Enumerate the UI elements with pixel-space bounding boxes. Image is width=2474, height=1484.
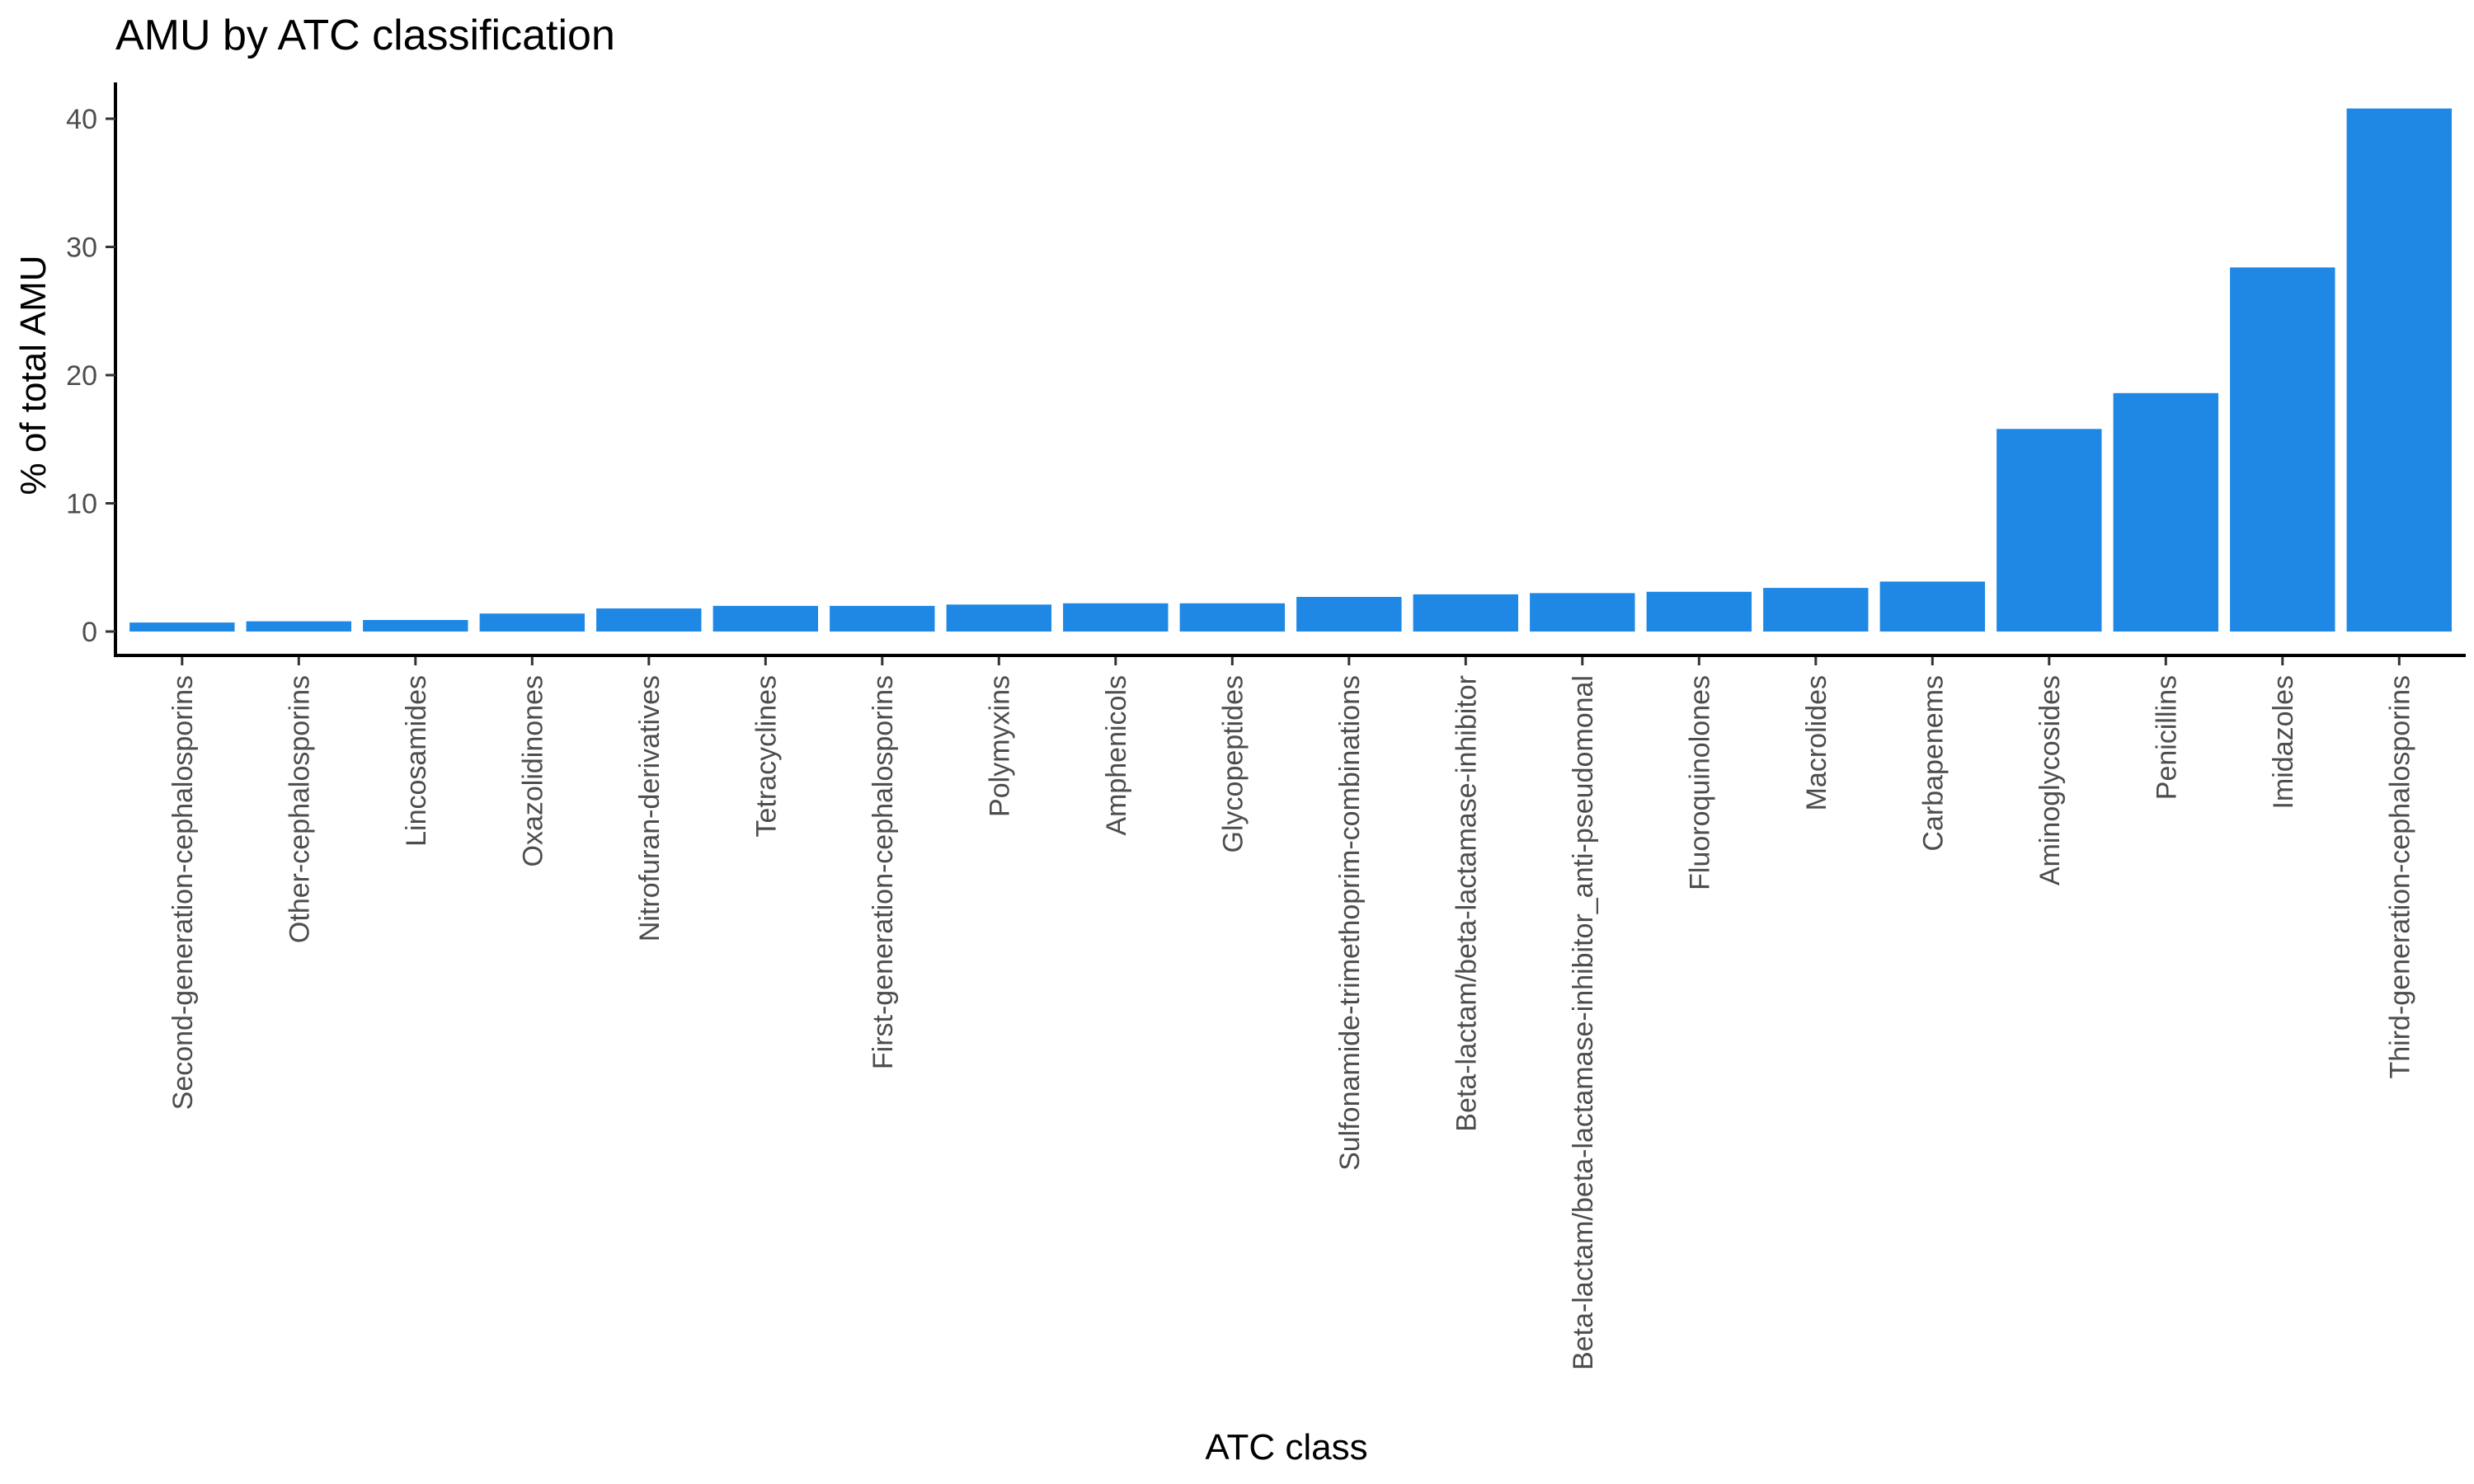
bar — [596, 608, 702, 632]
bar — [2113, 392, 2218, 632]
x-tick-label: Imidazoles — [2268, 675, 2299, 810]
y-axis: 0 10 20 30 40 — [66, 82, 117, 657]
bar — [830, 605, 935, 632]
bar — [1413, 594, 1518, 632]
x-tick-label: Penicillins — [2151, 675, 2182, 800]
bar — [479, 613, 585, 632]
bar — [1296, 597, 1402, 632]
x-tick-label: Second-generation-cephalosporins — [167, 675, 199, 1110]
bar — [1879, 581, 1985, 632]
bar — [946, 604, 1051, 632]
x-tick-label: Lincosamides — [401, 675, 432, 847]
x-tick-label: Fluoroquinolones — [1684, 675, 1715, 890]
bar — [1997, 429, 2102, 632]
bar — [713, 605, 818, 632]
bar — [2230, 267, 2335, 632]
x-axis-title: ATC class — [1205, 1427, 1367, 1468]
y-axis-title: % of total AMU — [13, 255, 54, 495]
x-tick-label: Aminoglycosides — [2034, 675, 2066, 885]
x-tick-label: Carbapenems — [1917, 675, 1949, 852]
x-tick-label: Glycopeptides — [1217, 675, 1249, 852]
x-tick-label: Tetracyclines — [750, 675, 782, 838]
x-tick-label: Beta-lactam/beta-lactamase-inhibitor — [1451, 675, 1482, 1132]
y-tick-label: 40 — [66, 104, 97, 135]
x-tick-label: Macrolides — [1801, 675, 1832, 810]
bar — [1063, 603, 1169, 632]
y-tick-label: 30 — [66, 232, 97, 264]
bar — [1179, 603, 1285, 632]
x-axis: Second-generation-cephalosporins Other-ce… — [115, 654, 2466, 1370]
bar — [1646, 591, 1752, 632]
y-tick-label: 0 — [82, 617, 97, 648]
x-tick-label: Amphenicols — [1101, 675, 1132, 836]
x-tick-label: Sulfonamide-trimethoprim-combinations — [1334, 675, 1366, 1171]
bar — [1763, 588, 1869, 632]
chart-title: AMU by ATC classification — [115, 12, 615, 59]
y-tick-label: 10 — [66, 489, 97, 520]
bars-group — [129, 108, 2452, 632]
bar — [2346, 108, 2452, 632]
x-tick-label: First-generation-cephalosporins — [868, 675, 899, 1069]
x-tick-label: Other-cephalosporins — [284, 675, 315, 943]
bar — [129, 622, 235, 632]
x-tick-label: Polymyxins — [984, 675, 1015, 817]
x-tick-label: Oxazolidinones — [517, 675, 548, 866]
x-tick-label: Third-generation-cephalosporins — [2384, 675, 2415, 1079]
bar — [1530, 593, 1635, 632]
x-tick-label: Beta-lactam/beta-lactamase-inhibitor_ant… — [1568, 675, 1599, 1370]
y-tick-label: 20 — [66, 360, 97, 392]
x-tick-label: Nitrofuran-derivatives — [634, 675, 666, 942]
bar — [246, 621, 351, 632]
bar — [363, 620, 468, 632]
